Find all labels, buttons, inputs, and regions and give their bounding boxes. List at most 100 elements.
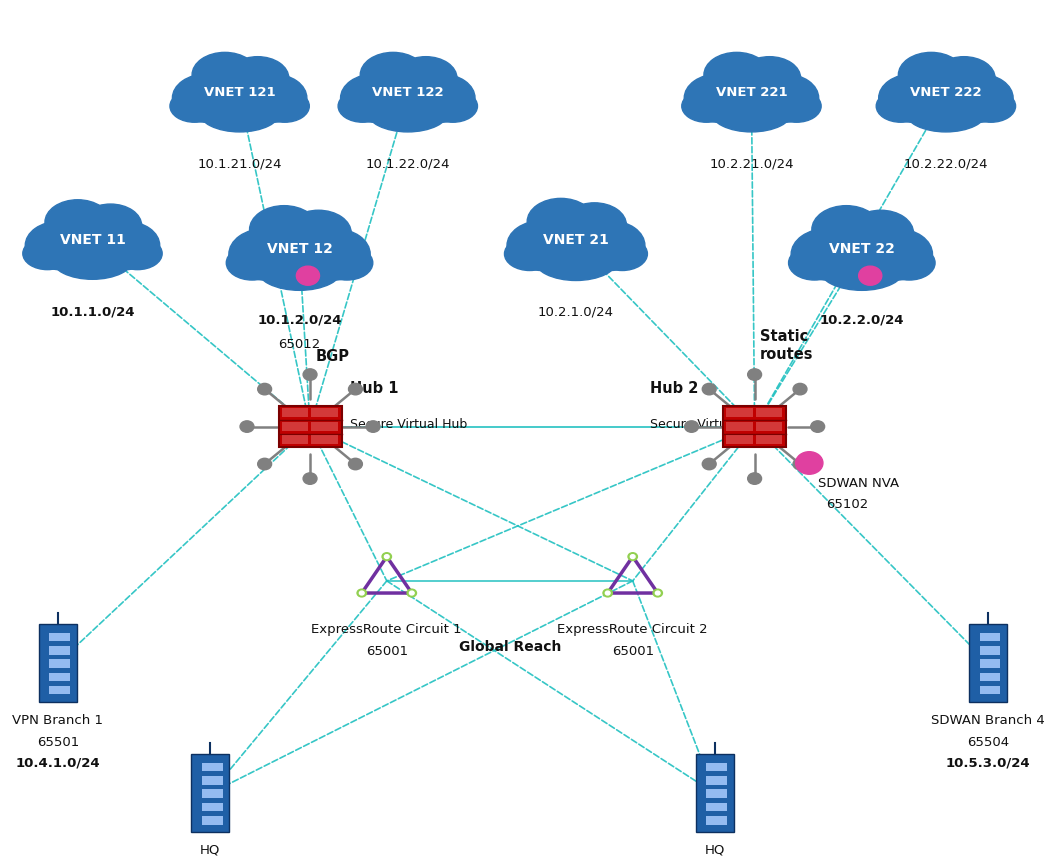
Ellipse shape bbox=[249, 205, 318, 254]
Text: HQ: HQ bbox=[704, 844, 725, 857]
Ellipse shape bbox=[49, 208, 136, 267]
Text: 10.4.1.0/24: 10.4.1.0/24 bbox=[16, 757, 100, 770]
Ellipse shape bbox=[811, 205, 881, 254]
FancyBboxPatch shape bbox=[212, 803, 223, 812]
FancyBboxPatch shape bbox=[49, 686, 60, 694]
Ellipse shape bbox=[967, 90, 1015, 122]
FancyBboxPatch shape bbox=[212, 776, 223, 785]
Ellipse shape bbox=[385, 555, 389, 558]
FancyBboxPatch shape bbox=[706, 816, 717, 825]
FancyBboxPatch shape bbox=[980, 633, 990, 642]
Ellipse shape bbox=[574, 220, 645, 271]
Ellipse shape bbox=[684, 74, 754, 122]
Ellipse shape bbox=[90, 221, 160, 270]
FancyBboxPatch shape bbox=[282, 435, 308, 444]
FancyBboxPatch shape bbox=[49, 646, 60, 655]
Ellipse shape bbox=[859, 266, 882, 285]
FancyBboxPatch shape bbox=[202, 816, 212, 825]
Ellipse shape bbox=[338, 90, 387, 122]
Ellipse shape bbox=[903, 61, 989, 120]
Text: VNET 12: VNET 12 bbox=[267, 242, 332, 256]
FancyBboxPatch shape bbox=[60, 673, 70, 681]
Ellipse shape bbox=[771, 90, 821, 122]
FancyBboxPatch shape bbox=[717, 763, 727, 772]
Ellipse shape bbox=[631, 555, 635, 558]
FancyBboxPatch shape bbox=[980, 646, 990, 655]
FancyBboxPatch shape bbox=[756, 435, 782, 444]
Text: Static
routes: Static routes bbox=[760, 329, 813, 362]
Text: 10.1.22.0/24: 10.1.22.0/24 bbox=[366, 158, 450, 171]
Ellipse shape bbox=[532, 206, 620, 268]
Ellipse shape bbox=[794, 383, 807, 394]
Ellipse shape bbox=[383, 553, 391, 560]
Ellipse shape bbox=[739, 56, 801, 100]
Ellipse shape bbox=[257, 383, 271, 394]
FancyBboxPatch shape bbox=[60, 633, 70, 642]
Ellipse shape bbox=[504, 238, 555, 271]
FancyBboxPatch shape bbox=[980, 673, 990, 681]
Ellipse shape bbox=[810, 420, 825, 433]
Text: 10.2.1.0/24: 10.2.1.0/24 bbox=[538, 305, 614, 318]
Ellipse shape bbox=[749, 74, 819, 122]
Text: 65001: 65001 bbox=[366, 645, 408, 658]
Ellipse shape bbox=[407, 590, 416, 596]
Ellipse shape bbox=[628, 553, 637, 560]
Ellipse shape bbox=[172, 74, 242, 122]
FancyBboxPatch shape bbox=[696, 754, 734, 832]
FancyBboxPatch shape bbox=[706, 763, 717, 772]
Ellipse shape bbox=[653, 590, 662, 596]
Text: 10.5.3.0/24: 10.5.3.0/24 bbox=[946, 757, 1030, 770]
Ellipse shape bbox=[944, 74, 1013, 122]
FancyBboxPatch shape bbox=[282, 421, 308, 431]
FancyBboxPatch shape bbox=[311, 408, 337, 417]
FancyBboxPatch shape bbox=[980, 686, 990, 694]
Text: 10.2.2.0/24: 10.2.2.0/24 bbox=[820, 314, 904, 327]
Ellipse shape bbox=[684, 420, 699, 433]
Ellipse shape bbox=[170, 90, 220, 122]
FancyBboxPatch shape bbox=[726, 408, 753, 417]
FancyBboxPatch shape bbox=[706, 776, 717, 785]
FancyBboxPatch shape bbox=[723, 406, 786, 447]
Ellipse shape bbox=[192, 52, 257, 97]
Text: ExpressRoute Circuit 2: ExpressRoute Circuit 2 bbox=[557, 623, 708, 636]
FancyBboxPatch shape bbox=[60, 686, 70, 694]
FancyBboxPatch shape bbox=[279, 406, 342, 447]
Ellipse shape bbox=[788, 245, 840, 280]
FancyBboxPatch shape bbox=[717, 776, 727, 785]
Ellipse shape bbox=[254, 214, 345, 277]
Ellipse shape bbox=[899, 52, 964, 97]
Ellipse shape bbox=[322, 245, 373, 280]
Ellipse shape bbox=[240, 420, 254, 433]
FancyBboxPatch shape bbox=[202, 763, 212, 772]
Ellipse shape bbox=[794, 459, 807, 470]
FancyBboxPatch shape bbox=[60, 659, 70, 668]
Ellipse shape bbox=[562, 203, 626, 247]
Ellipse shape bbox=[817, 214, 907, 277]
Ellipse shape bbox=[656, 591, 660, 595]
Ellipse shape bbox=[597, 238, 647, 271]
Ellipse shape bbox=[257, 459, 271, 470]
Text: VPN Branch 1: VPN Branch 1 bbox=[13, 714, 103, 727]
Ellipse shape bbox=[297, 229, 370, 280]
Ellipse shape bbox=[710, 91, 792, 132]
Ellipse shape bbox=[883, 245, 935, 280]
Text: 65001: 65001 bbox=[612, 645, 654, 658]
Ellipse shape bbox=[261, 90, 309, 122]
FancyBboxPatch shape bbox=[756, 421, 782, 431]
Ellipse shape bbox=[429, 90, 477, 122]
Ellipse shape bbox=[879, 74, 948, 122]
Text: 65102: 65102 bbox=[826, 498, 868, 511]
Ellipse shape bbox=[682, 90, 730, 122]
FancyBboxPatch shape bbox=[202, 803, 212, 812]
FancyBboxPatch shape bbox=[212, 789, 223, 798]
FancyBboxPatch shape bbox=[726, 435, 753, 444]
Ellipse shape bbox=[197, 61, 283, 120]
Ellipse shape bbox=[349, 383, 363, 394]
Text: VNET 22: VNET 22 bbox=[829, 242, 894, 256]
Text: VNET 122: VNET 122 bbox=[372, 86, 444, 99]
FancyBboxPatch shape bbox=[990, 646, 1001, 655]
FancyBboxPatch shape bbox=[191, 754, 229, 832]
Text: 10.1.21.0/24: 10.1.21.0/24 bbox=[198, 158, 282, 171]
Ellipse shape bbox=[747, 368, 762, 381]
FancyBboxPatch shape bbox=[756, 408, 782, 417]
